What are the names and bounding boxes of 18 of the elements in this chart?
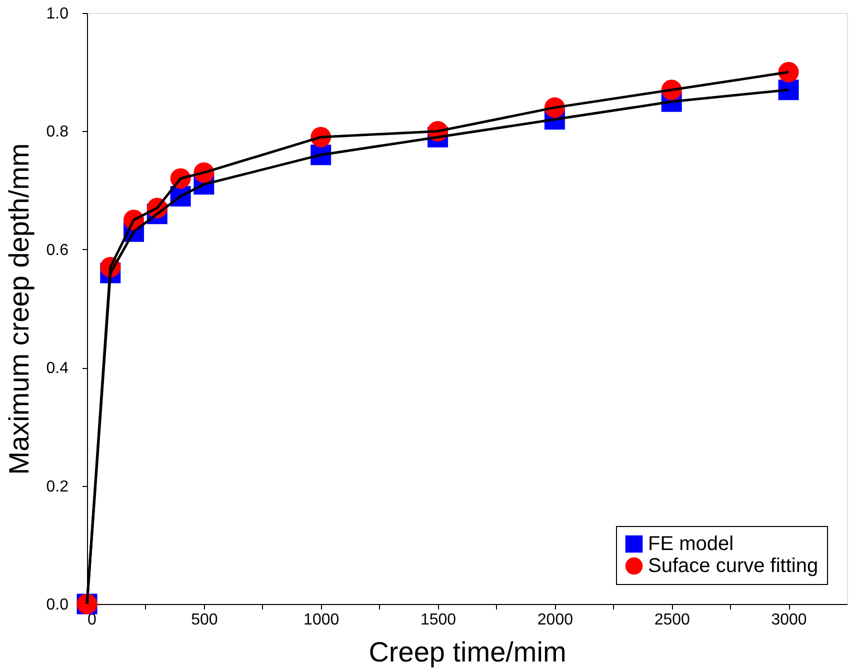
y-tick-label: 0.6: [46, 242, 69, 259]
x-tick-label: 2500: [654, 612, 690, 628]
x-tick-label: 1500: [420, 612, 456, 628]
x-axis-title: Creep time/mim: [368, 636, 566, 668]
x-tick-label: 0: [88, 612, 96, 628]
y-tick-label: 0.8: [46, 124, 69, 141]
y-tick-label: 0.4: [46, 360, 69, 378]
y-tick-label: 1.0: [46, 6, 69, 22]
x-tick-label: 3000: [771, 612, 807, 628]
x-tick-label: 1000: [304, 612, 340, 628]
legend-label: FE model: [648, 533, 734, 555]
y-axis-title: Maximum creep depth/mm: [3, 143, 34, 475]
y-tick-label: 0.0: [46, 596, 69, 614]
x-tick-label: 2000: [537, 612, 574, 628]
y-tick-label: 0.2: [46, 478, 69, 496]
legend-label: Suface curve fitting: [648, 555, 818, 577]
point: [778, 62, 799, 82]
x-tick-label: 500: [191, 612, 218, 628]
